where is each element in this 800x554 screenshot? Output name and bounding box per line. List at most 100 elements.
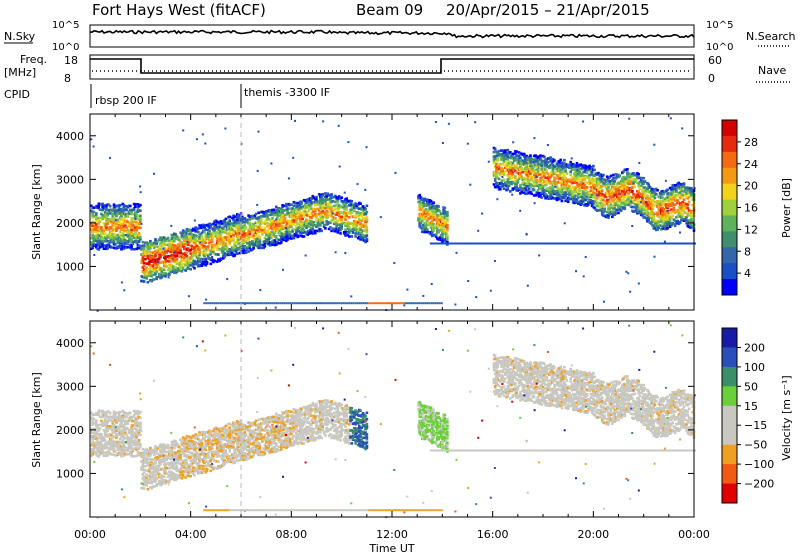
- power-echo-cell: [538, 158, 541, 162]
- power-echo-cell: [677, 181, 681, 185]
- power-echo-cell: [593, 200, 596, 203]
- power-echo-cell: [154, 253, 157, 256]
- power-echo-cell: [616, 189, 619, 193]
- power-echo-cell: [431, 242, 434, 245]
- power-echo-cell: [221, 302, 224, 305]
- power-echo-cell: [261, 302, 264, 305]
- power-echo-cell: [137, 240, 141, 243]
- power-echo-cell: [222, 246, 225, 249]
- power-echo-cell: [458, 242, 461, 245]
- power-echo-cell: [633, 209, 637, 213]
- power-echo-cell: [584, 203, 588, 206]
- power-echo-cell: [112, 239, 116, 243]
- power-echo-cell: [527, 188, 531, 191]
- power-echo-cell: [555, 184, 559, 187]
- power-echo-cell: [350, 211, 354, 215]
- power-echo-cell: [643, 180, 647, 183]
- power-echo-cell: [363, 229, 366, 233]
- power-echo-cell: [356, 221, 360, 224]
- power-echo-cell: [121, 239, 125, 243]
- power-echo-cell: [361, 229, 365, 232]
- power-echo-cell: [259, 289, 262, 292]
- power-echo-cell: [122, 247, 126, 250]
- power-echo-cell: [374, 302, 377, 305]
- power-echo-cell: [163, 252, 166, 256]
- power-echo-cell: [139, 218, 142, 222]
- power-echo-cell: [300, 222, 303, 226]
- power-echo-cell: [633, 205, 637, 209]
- power-echo-cell: [326, 206, 330, 209]
- power-echo-cell: [595, 197, 599, 200]
- power-echo-cell: [355, 224, 359, 228]
- power-echo-cell: [183, 241, 186, 244]
- power-echo-cell: [248, 241, 252, 244]
- power-echo-cell: [594, 203, 598, 207]
- power-echo-cell: [322, 206, 326, 209]
- power-echo-cell: [509, 190, 512, 193]
- power-echo-cell: [515, 164, 518, 168]
- power-echo-cell: [583, 170, 586, 173]
- power-echo-cell: [531, 167, 535, 170]
- power-echo-cell: [195, 244, 199, 248]
- nsky-tick-bottom: 10^0: [52, 42, 79, 53]
- power-echo-cell: [217, 245, 220, 249]
- power-echo-cell: [561, 170, 565, 174]
- power-echo-cell: [436, 213, 439, 217]
- power-echo-cell: [285, 202, 288, 206]
- power-echo-cell: [134, 226, 137, 230]
- power-echo-cell: [361, 233, 365, 237]
- power-echo-cell: [285, 220, 288, 223]
- power-echo-cell: [571, 193, 575, 196]
- power-echo-cell: [91, 245, 94, 249]
- power-echo-cell: [293, 208, 297, 211]
- power-echo-cell: [364, 219, 367, 223]
- power-echo-cell: [599, 197, 603, 201]
- power-echo-cell: [668, 225, 672, 228]
- power-echo-cell: [687, 200, 691, 204]
- power-echo-cell: [307, 214, 311, 217]
- power-echo-cell: [549, 175, 552, 179]
- power-echo-cell: [682, 215, 686, 218]
- power-echo-cell: [340, 223, 343, 226]
- power-echo-cell: [617, 194, 620, 197]
- power-echo-cell: [287, 212, 291, 215]
- power-echo-cell: [282, 224, 286, 228]
- power-echo-cell: [514, 156, 517, 159]
- power-echo-cell: [600, 192, 604, 196]
- cpid-mode-0: rbsp 200 IF: [95, 94, 157, 107]
- power-echo-cell: [295, 224, 298, 228]
- power-echo-cell: [141, 265, 145, 269]
- power-echo-cell: [344, 203, 347, 206]
- power-echo-cell: [509, 151, 512, 154]
- power-echo-cell: [539, 194, 542, 197]
- power-echo-cell: [536, 171, 540, 175]
- power-echo-cell: [426, 210, 429, 214]
- power-echo-cell: [602, 173, 605, 177]
- power-echo-cell: [359, 233, 362, 237]
- power-echo-cell: [665, 225, 668, 228]
- power-echo-cell: [597, 193, 600, 196]
- power-echo-cell: [117, 236, 121, 239]
- power-echo-cell: [254, 233, 258, 236]
- power-echo-cell: [423, 199, 427, 202]
- nsearch-label: N.Search: [746, 30, 796, 43]
- power-echo-cell: [521, 159, 525, 162]
- power-echo-cell: [501, 149, 505, 152]
- power-echo-cell: [644, 207, 648, 210]
- power-echo-cell: [310, 212, 313, 215]
- power-echo-cell: [672, 208, 676, 211]
- power-echo-cell: [589, 199, 593, 202]
- power-echo-cell: [638, 180, 642, 184]
- power-echo-cell: [497, 167, 501, 171]
- power-echo-cell: [116, 241, 119, 245]
- power-echo-cell: [203, 230, 206, 234]
- power-echo-cell: [290, 225, 293, 229]
- power-echo-cell: [215, 220, 219, 223]
- nsky-label: N.Sky: [4, 30, 36, 43]
- power-echo-cell: [569, 187, 572, 190]
- power-echo-cell: [516, 181, 520, 184]
- power-echo-cell: [666, 203, 669, 206]
- power-echo-cell: [121, 210, 125, 214]
- power-echo-cell: [531, 176, 535, 179]
- power-echo-cell: [355, 222, 359, 226]
